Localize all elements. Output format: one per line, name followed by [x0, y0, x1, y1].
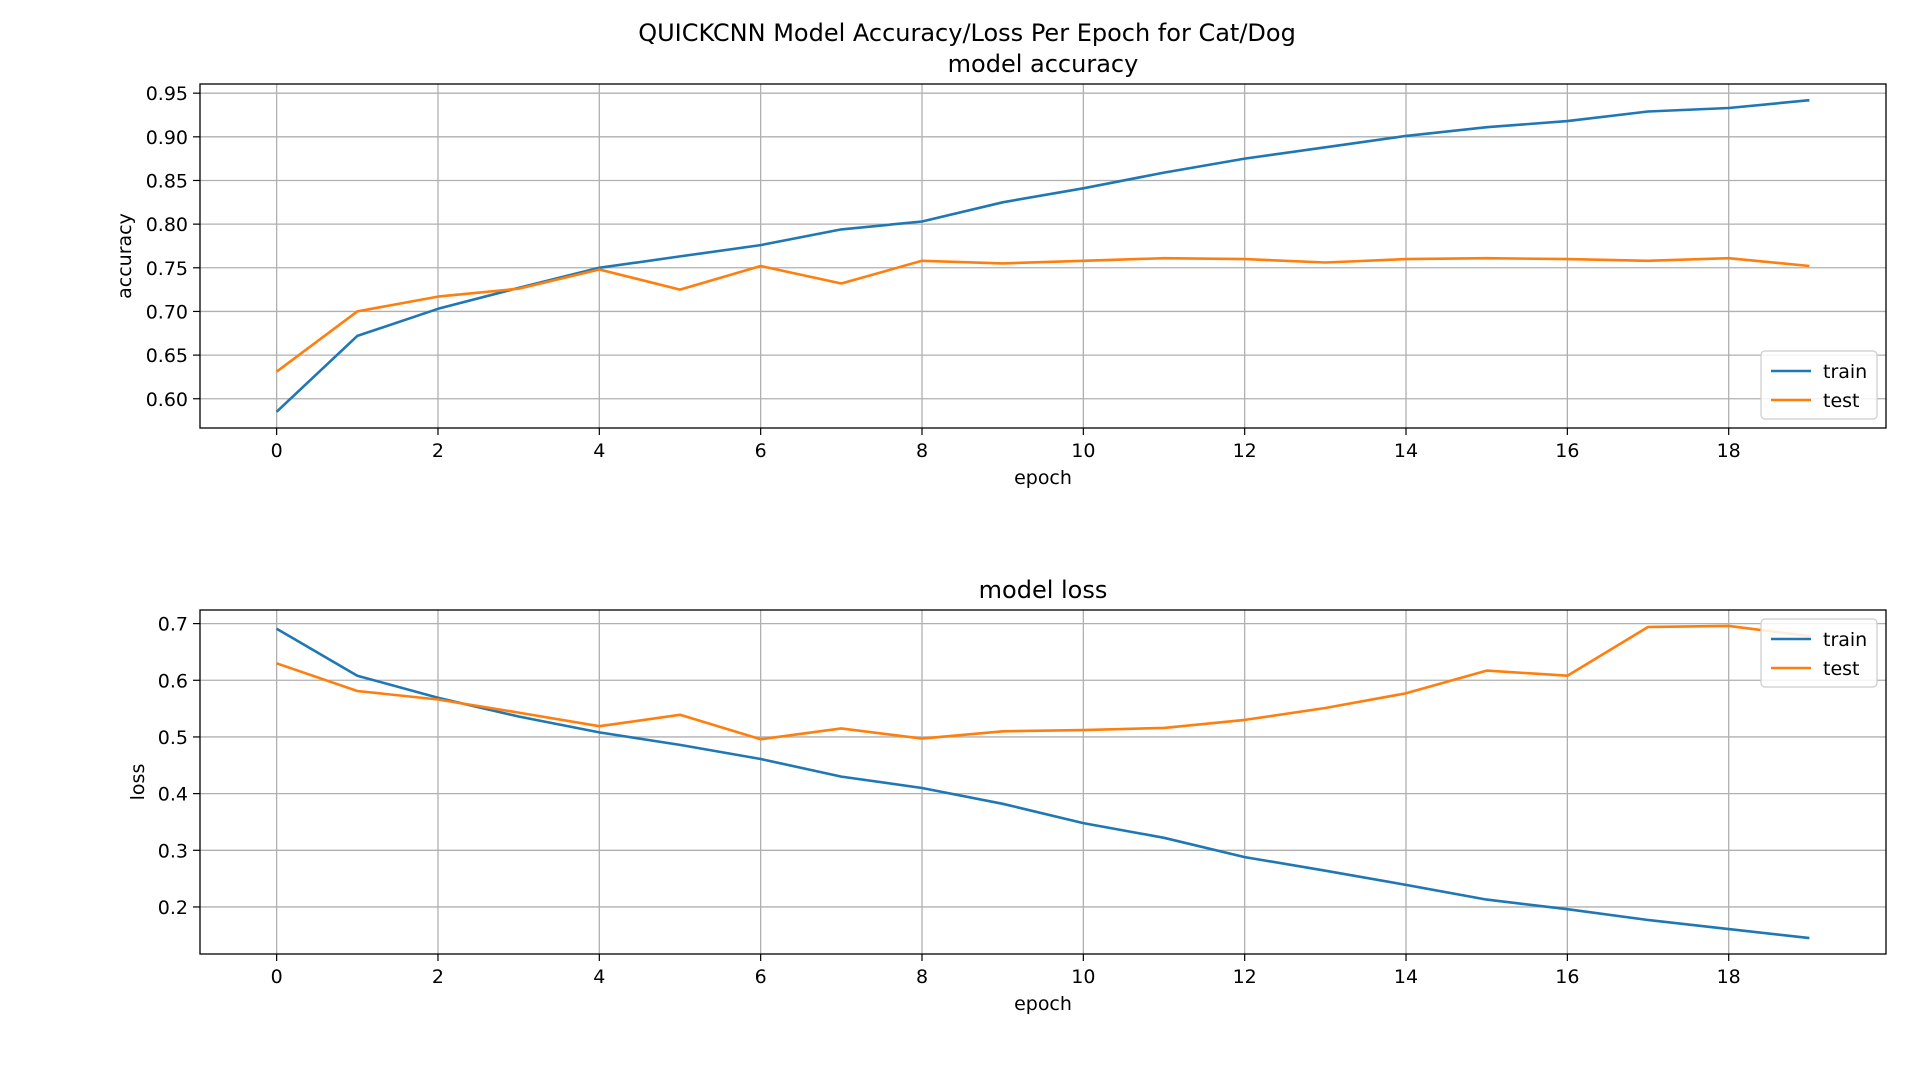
figure-suptitle: QUICKCNN Model Accuracy/Loss Per Epoch f… — [638, 19, 1296, 47]
loss-test-line — [276, 624, 1810, 741]
accuracy-y-tick-label: 0.85 — [146, 170, 188, 192]
loss-legend-label-train: train — [1823, 629, 1867, 651]
accuracy-y-tick-label: 0.90 — [146, 127, 188, 149]
accuracy-grid — [200, 84, 1886, 428]
loss-x-tick-label: 12 — [1233, 966, 1257, 988]
loss-x-tick-label: 6 — [755, 966, 767, 988]
accuracy-x-tick-label: 2 — [432, 440, 444, 462]
loss-train-line — [275, 627, 1810, 940]
loss-x-tick-label: 4 — [593, 966, 605, 988]
loss-y-tick-label: 0.2 — [158, 897, 188, 919]
accuracy-y-axis-label: accuracy — [114, 213, 136, 299]
accuracy-y-tick-label: 0.75 — [146, 258, 188, 280]
loss-y-tick-label: 0.3 — [158, 840, 188, 862]
accuracy-y-tick-label: 0.65 — [146, 345, 188, 367]
accuracy-x-tick-label: 4 — [593, 440, 605, 462]
accuracy-x-tick-label: 0 — [271, 440, 283, 462]
accuracy-x-tick-label: 16 — [1555, 440, 1579, 462]
loss-y-tick-label: 0.7 — [158, 614, 188, 636]
loss-x-axis-label: epoch — [1014, 993, 1072, 1015]
accuracy-x-tick-label: 14 — [1394, 440, 1418, 462]
loss-y-axis-label: loss — [127, 764, 149, 801]
accuracy-x-tick-label: 8 — [916, 440, 928, 462]
accuracy-x-axis-label: epoch — [1014, 467, 1072, 489]
loss-legend: train test — [1760, 618, 1878, 688]
accuracy-y-tick-label: 0.80 — [146, 214, 188, 236]
accuracy-y-tick-label: 0.70 — [146, 301, 188, 323]
loss-x-tick-label: 0 — [271, 966, 283, 988]
loss-x-tick-label: 18 — [1717, 966, 1741, 988]
accuracy-y-tick-label: 0.95 — [146, 83, 188, 105]
loss-chart-title: model loss — [979, 576, 1108, 604]
accuracy-test-line — [275, 256, 1810, 373]
loss-chart: model loss epoch loss 0 2 4 6 8 10 12 14 16 18 0.2… — [127, 576, 1887, 1015]
accuracy-chart-title: model accuracy — [948, 50, 1139, 78]
loss-grid — [200, 610, 1886, 954]
accuracy-legend: train test — [1760, 350, 1878, 420]
loss-x-tick-label: 8 — [916, 966, 928, 988]
loss-x-tick-label: 14 — [1394, 966, 1418, 988]
accuracy-train-line — [275, 98, 1810, 413]
loss-legend-label-test: test — [1823, 658, 1860, 680]
accuracy-axes-frame — [199, 83, 1887, 429]
accuracy-chart: model accuracy epoch accuracy 0 2 4 6 8 10 12 1… — [114, 50, 1887, 489]
loss-legend-box — [1760, 618, 1878, 688]
accuracy-legend-label-test: test — [1823, 390, 1860, 412]
loss-axes-frame — [199, 609, 1887, 955]
loss-y-tick-label: 0.5 — [158, 727, 188, 749]
accuracy-x-tick-label: 12 — [1233, 440, 1257, 462]
loss-y-tick-label: 0.6 — [158, 670, 188, 692]
accuracy-x-tick-label: 6 — [755, 440, 767, 462]
accuracy-legend-label-train: train — [1823, 361, 1867, 383]
accuracy-x-tick-label: 18 — [1717, 440, 1741, 462]
loss-y-tick-label: 0.4 — [158, 784, 188, 806]
accuracy-legend-box — [1760, 350, 1878, 420]
loss-x-tick-label: 2 — [432, 966, 444, 988]
loss-x-tick-label: 16 — [1555, 966, 1579, 988]
accuracy-y-tick-label: 0.60 — [146, 389, 188, 411]
loss-x-tick-label: 10 — [1071, 966, 1095, 988]
accuracy-x-tick-label: 10 — [1071, 440, 1095, 462]
